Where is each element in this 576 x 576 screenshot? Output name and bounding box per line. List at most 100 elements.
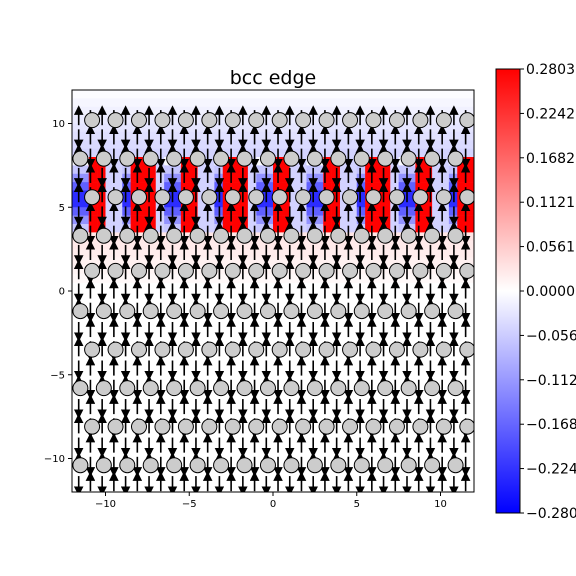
field-cell: [415, 224, 425, 233]
colorbar-tick-label: 0.1121: [526, 195, 575, 211]
field-cell: [256, 240, 265, 250]
field-cell: [80, 207, 90, 216]
field-cell: [239, 249, 249, 258]
field-cell: [356, 106, 366, 116]
field-cell: [139, 106, 148, 116]
field-cell: [457, 148, 466, 158]
field-cell: [373, 274, 383, 283]
field-cell: [122, 190, 131, 200]
field-cell: [122, 98, 131, 108]
field-cell: [113, 165, 123, 175]
field-cell: [306, 90, 316, 99]
field-cell: [164, 173, 173, 183]
field-cell: [373, 106, 383, 116]
field-cell: [314, 173, 324, 183]
y-tick-label: 0: [59, 287, 65, 298]
field-cell: [407, 207, 416, 216]
field-cell: [105, 165, 115, 175]
atom-marker: [306, 227, 323, 244]
atom-marker: [365, 189, 382, 206]
atom-marker: [388, 341, 405, 358]
atom-marker: [271, 341, 288, 358]
atom-marker: [224, 112, 241, 129]
field-cell: [448, 198, 458, 208]
field-cell: [381, 240, 391, 250]
field-cell: [172, 98, 182, 108]
field-cell: [398, 182, 408, 191]
field-cell: [356, 90, 366, 99]
field-cell: [398, 90, 408, 99]
field-cell: [88, 98, 98, 108]
field-cell: [113, 182, 123, 191]
field-cell: [348, 140, 358, 149]
field-cell: [122, 215, 131, 225]
field-cell: [231, 173, 240, 183]
atom-marker: [365, 418, 382, 435]
field-cell: [432, 249, 441, 258]
field-cell: [122, 106, 131, 116]
field-cell: [432, 131, 441, 141]
field-cell: [298, 90, 307, 99]
field-cell: [281, 182, 291, 191]
field-cell: [289, 198, 299, 208]
field-cell: [390, 98, 399, 108]
field-cell: [348, 90, 358, 99]
field-cell: [122, 240, 131, 250]
field-cell: [323, 173, 332, 183]
atom-marker: [166, 457, 183, 474]
field-cell: [340, 182, 349, 191]
field-cell: [72, 190, 81, 200]
field-cell: [105, 215, 115, 225]
field-cell: [407, 98, 416, 108]
x-axis-ticks: −10 −5 0 5 10: [95, 492, 447, 510]
field-cell: [164, 240, 173, 250]
field-cell: [407, 182, 416, 191]
field-cell: [231, 249, 240, 258]
field-cell: [80, 257, 90, 267]
field-cell: [340, 140, 349, 149]
field-cell: [139, 165, 148, 175]
field-cell: [239, 165, 249, 175]
field-cell: [281, 98, 291, 108]
atom-marker: [459, 262, 474, 279]
field-cell: [222, 131, 232, 141]
field-cell: [80, 274, 90, 283]
field-cell: [122, 198, 131, 208]
atom-marker: [424, 457, 441, 474]
field-cell: [80, 165, 90, 175]
field-cell: [314, 207, 324, 216]
field-cell: [113, 90, 123, 99]
field-cell: [172, 249, 182, 258]
field-cell: [105, 257, 115, 267]
field-cell: [180, 90, 190, 99]
field-cell: [457, 98, 466, 108]
field-cell: [147, 190, 157, 200]
field-cell: [72, 249, 81, 258]
field-cell: [289, 131, 299, 141]
field-cell: [206, 182, 215, 191]
field-cell: [423, 207, 433, 216]
field-cell: [398, 198, 408, 208]
field-cell: [423, 98, 433, 108]
atom-marker: [72, 380, 89, 397]
field-cell: [365, 140, 374, 149]
field-cell: [72, 98, 81, 108]
field-cell: [356, 131, 366, 141]
field-cell: [306, 98, 316, 108]
field-cell: [222, 257, 232, 267]
field-cell: [348, 257, 358, 267]
field-cell: [306, 173, 316, 183]
field-cell: [306, 190, 316, 200]
field-cell: [189, 131, 198, 141]
atom-marker: [330, 457, 347, 474]
atom-marker: [388, 112, 405, 129]
atom-marker: [412, 189, 429, 206]
field-cell: [314, 257, 324, 267]
field-cell: [398, 274, 408, 283]
field-cell: [180, 98, 190, 108]
field-cell: [122, 182, 131, 191]
field-cell: [281, 140, 291, 149]
field-cell: [147, 131, 157, 141]
field-cell: [289, 190, 299, 200]
field-cell: [105, 98, 115, 108]
